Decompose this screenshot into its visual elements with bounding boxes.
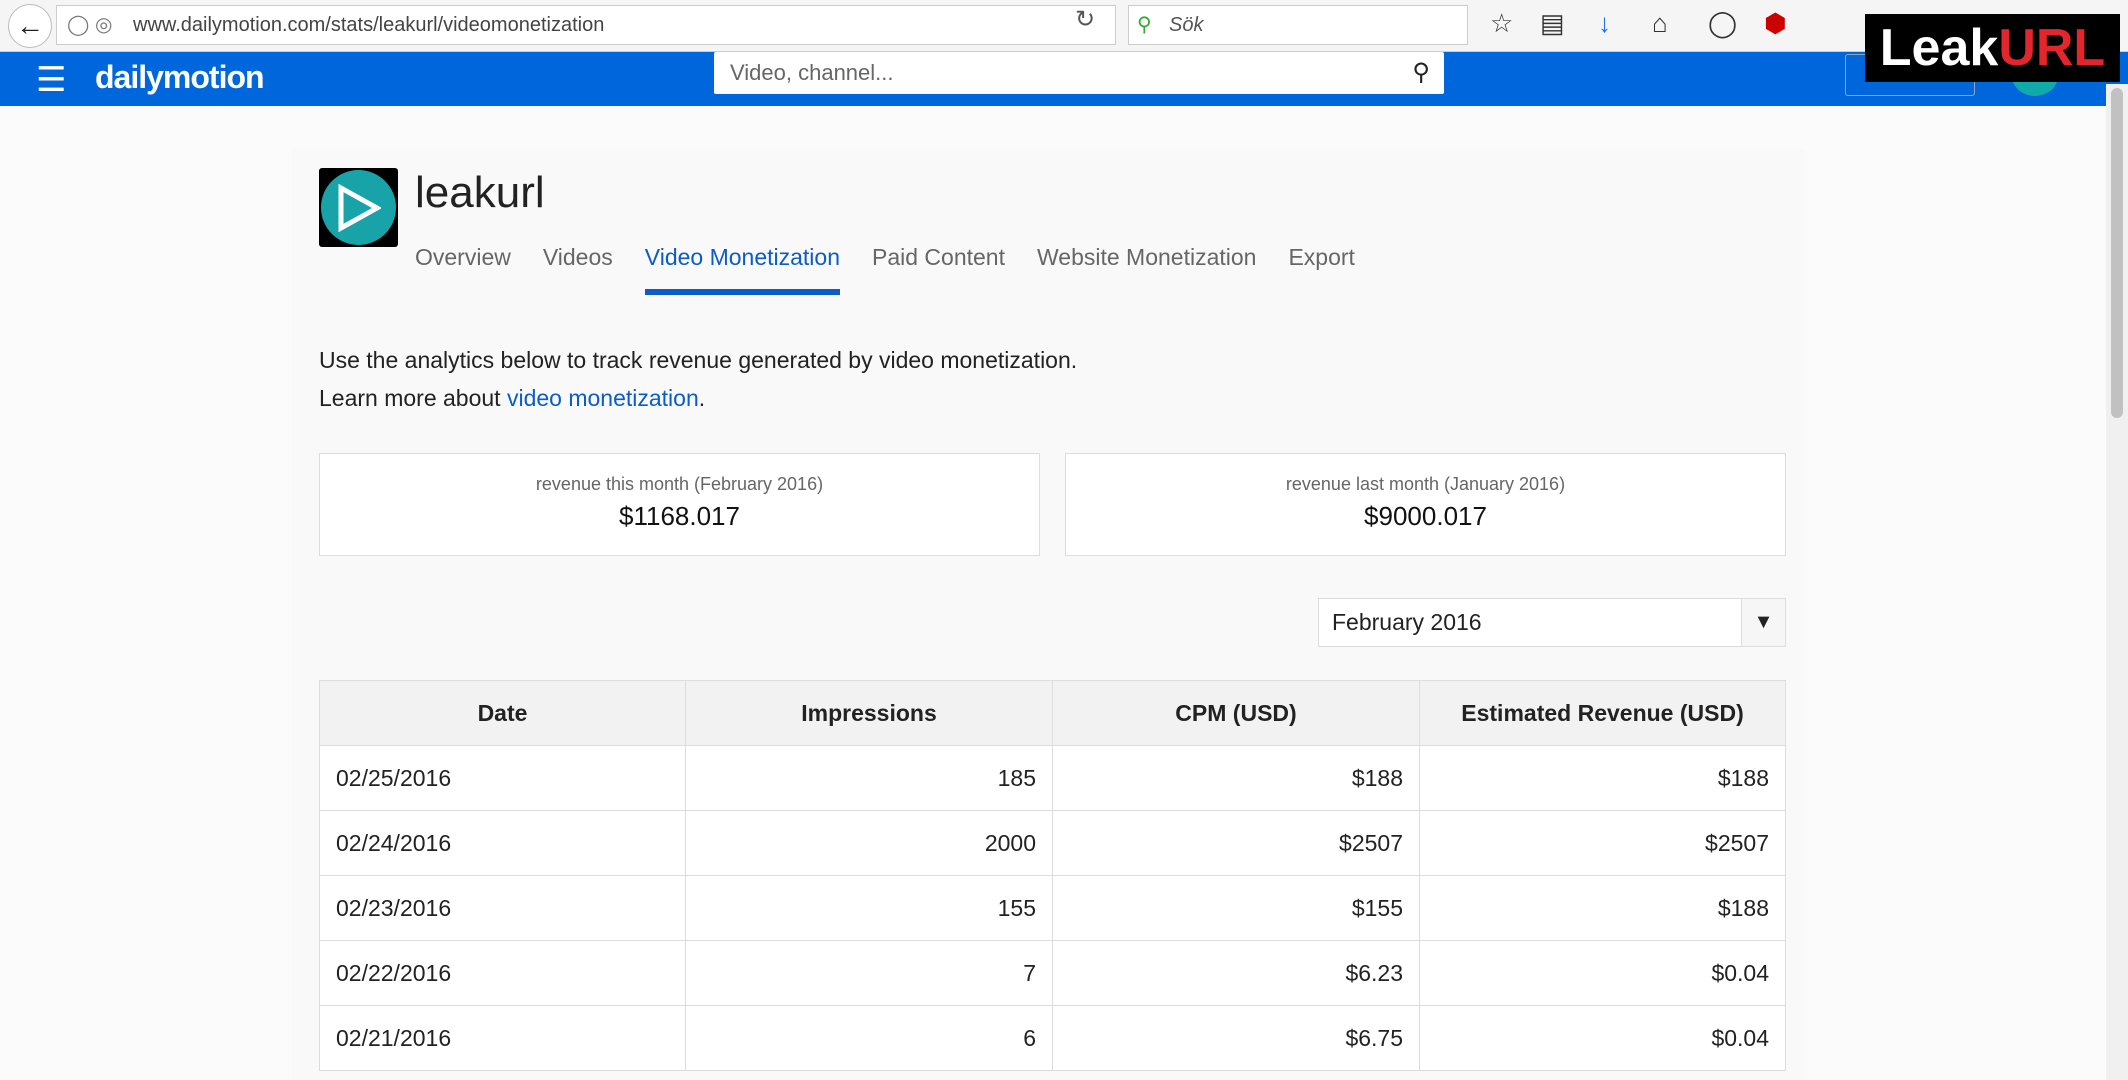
search-placeholder: Sök bbox=[1169, 14, 1204, 36]
impressions-cell: 2000 bbox=[685, 810, 1053, 876]
stat-label: revenue last month (January 2016) bbox=[1285, 474, 1566, 494]
tab-video-monetization[interactable]: Video Monetization bbox=[644, 244, 840, 295]
cpm-cell: $155 bbox=[1052, 875, 1420, 941]
tab-overview[interactable]: Overview bbox=[415, 244, 511, 270]
date-cell: 02/23/2016 bbox=[319, 875, 686, 941]
adblock-icon[interactable]: ⬢ bbox=[1764, 8, 1787, 38]
video-monetization-link[interactable]: video monetization bbox=[506, 385, 699, 411]
tab-website-monetization[interactable]: Website Monetization bbox=[1036, 244, 1257, 270]
month-select[interactable]: February 2016 ▼ bbox=[1318, 598, 1786, 647]
search-icon[interactable]: ⚲ bbox=[1412, 59, 1430, 86]
channel-name: leakurl bbox=[415, 168, 545, 217]
table-row: 02/24/2016 2000 $2507 $2507 bbox=[319, 810, 1786, 876]
watermark-part1: Leak bbox=[1879, 19, 1999, 77]
shield-icon: ◯ ◎ bbox=[67, 14, 113, 36]
browser-toolbar: ← ◯ ◎ www.dailymotion.com/stats/leakurl/v… bbox=[0, 0, 2128, 52]
watermark-part2: URL bbox=[1998, 19, 2106, 77]
revenue-cell: $188 bbox=[1419, 875, 1786, 941]
date-cell: 02/25/2016 bbox=[319, 745, 686, 811]
url-bar[interactable]: ◯ ◎ www.dailymotion.com/stats/leakurl/vid… bbox=[56, 5, 1116, 45]
column-header-revenue[interactable]: Estimated Revenue (USD) bbox=[1419, 680, 1786, 746]
star-icon[interactable]: ☆ bbox=[1490, 8, 1514, 38]
stats-tabs: Overview Videos Video Monetization Paid … bbox=[415, 244, 1355, 295]
date-cell: 02/21/2016 bbox=[319, 1005, 686, 1071]
revenue-this-month-box: revenue this month (February 2016) $1168… bbox=[319, 453, 1040, 556]
intro-line: Use the analytics below to track revenue… bbox=[319, 347, 1078, 373]
impressions-cell: 7 bbox=[685, 940, 1053, 1006]
date-cell: 02/22/2016 bbox=[319, 940, 686, 1006]
intro-text: Use the analytics below to track revenue… bbox=[319, 341, 1077, 417]
revenue-cell: $188 bbox=[1419, 745, 1786, 811]
channel-logo bbox=[319, 168, 398, 247]
scrollbar-thumb[interactable] bbox=[2111, 88, 2123, 418]
revenue-last-month-box: revenue last month (January 2016) $9000.… bbox=[1065, 453, 1786, 556]
download-icon[interactable]: ↓ bbox=[1598, 8, 1611, 38]
search-icon: ⚲ bbox=[1137, 14, 1152, 36]
tab-paid-content[interactable]: Paid Content bbox=[872, 244, 1005, 270]
tab-videos[interactable]: Videos bbox=[542, 244, 613, 270]
browser-search-input[interactable]: ⚲ Sök bbox=[1128, 5, 1468, 45]
impressions-cell: 155 bbox=[685, 875, 1053, 941]
site-search-placeholder: Video, channel... bbox=[730, 60, 894, 85]
column-header-cpm[interactable]: CPM (USD) bbox=[1052, 680, 1420, 746]
column-header-impressions[interactable]: Impressions bbox=[685, 680, 1053, 746]
table-row: 02/23/2016 155 $155 $188 bbox=[319, 875, 1786, 941]
table-row: 02/21/2016 6 $6.75 $0.04 bbox=[319, 1005, 1786, 1071]
cpm-cell: $188 bbox=[1052, 745, 1420, 811]
month-select-value: February 2016 bbox=[1332, 609, 1482, 635]
stat-value: $9000.017 bbox=[1364, 501, 1487, 531]
tab-export[interactable]: Export bbox=[1288, 244, 1355, 270]
learn-more-suffix: . bbox=[698, 385, 706, 411]
menu-icon[interactable]: ☰ bbox=[36, 61, 67, 99]
cpm-cell: $6.23 bbox=[1052, 940, 1420, 1006]
learn-more-prefix: Learn more about bbox=[319, 385, 507, 411]
table-row: 02/22/2016 7 $6.23 $0.04 bbox=[319, 940, 1786, 1006]
site-header: ☰ dailymotion Video, channel... ⚲ bbox=[0, 52, 2128, 106]
home-icon[interactable]: ⌂ bbox=[1652, 8, 1668, 38]
reading-list-icon[interactable]: ▤ bbox=[1540, 8, 1565, 38]
impressions-cell: 6 bbox=[685, 1005, 1053, 1071]
leakurl-watermark: LeakURL bbox=[1865, 14, 2120, 82]
column-header-date[interactable]: Date bbox=[319, 680, 686, 746]
revenue-cell: $0.04 bbox=[1419, 940, 1786, 1006]
stat-value: $1168.017 bbox=[619, 501, 740, 531]
revenue-cell: $0.04 bbox=[1419, 1005, 1786, 1071]
stat-label: revenue this month (February 2016) bbox=[535, 474, 824, 494]
impressions-cell: 185 bbox=[685, 745, 1053, 811]
date-cell: 02/24/2016 bbox=[319, 810, 686, 876]
scrollbar[interactable] bbox=[2106, 84, 2128, 1080]
back-button[interactable]: ← bbox=[8, 4, 52, 48]
reload-icon[interactable]: ↻ bbox=[1075, 6, 1096, 33]
brand-logo[interactable]: dailymotion bbox=[95, 59, 265, 95]
cpm-cell: $6.75 bbox=[1052, 1005, 1420, 1071]
revenue-table: Date Impressions CPM (USD) Estimated Rev… bbox=[319, 680, 1786, 1071]
site-search-input[interactable]: Video, channel... ⚲ bbox=[714, 52, 1444, 94]
table-row: 02/25/2016 185 $188 $188 bbox=[319, 745, 1786, 811]
chat-icon[interactable]: ◯ bbox=[1708, 8, 1738, 38]
url-text: www.dailymotion.com/stats/leakurl/videom… bbox=[133, 14, 605, 36]
chevron-down-icon[interactable]: ▼ bbox=[1741, 599, 1785, 646]
revenue-cell: $2507 bbox=[1419, 810, 1786, 876]
play-icon bbox=[338, 184, 381, 232]
cpm-cell: $2507 bbox=[1052, 810, 1420, 876]
